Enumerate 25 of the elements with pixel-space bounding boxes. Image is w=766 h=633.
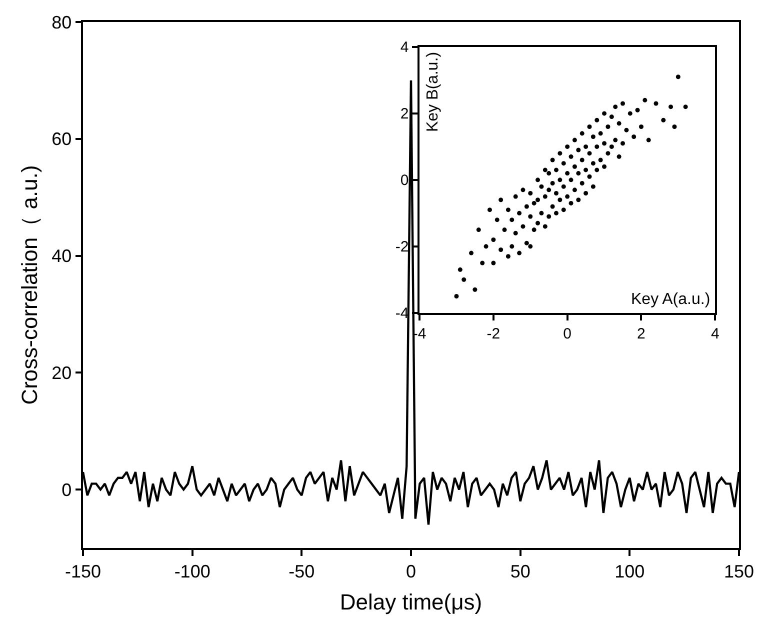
y-tick-label: 0 [62, 480, 72, 500]
y-tick-label: 60 [52, 129, 72, 150]
y-tick-label: 40 [52, 246, 72, 266]
y-tick-label: 4 [400, 39, 409, 56]
x-tick-label: 4 [710, 326, 720, 343]
y-axis-title: Key B(a.u.) [424, 52, 442, 132]
x-tick-label: -150 [64, 561, 102, 582]
x-tick-label: -2 [486, 326, 500, 343]
x-tick-label: -100 [174, 561, 210, 582]
x-tick-label: 0 [563, 326, 572, 343]
y-tick-label: 80 [52, 12, 72, 32]
y-axis-title: Cross-correlation（ a.u.) [16, 165, 42, 405]
x-axis-title: Delay time(μs) [340, 590, 482, 615]
x-tick-label: 2 [637, 326, 646, 343]
x-tick-label: 50 [510, 561, 530, 582]
x-tick-label: -4 [412, 326, 426, 343]
y-tick-label: 0 [400, 172, 409, 190]
x-tick-label: 100 [614, 561, 645, 582]
y-tick-label: 20 [52, 362, 72, 383]
x-tick-label: -50 [288, 561, 315, 582]
y-tick-label: 2 [400, 106, 409, 123]
x-axis-title: Key A(a.u.) [631, 291, 710, 308]
x-tick-label: 150 [724, 561, 754, 582]
y-tick-label: -2 [395, 238, 409, 256]
y-tick-label: -4 [395, 305, 409, 322]
